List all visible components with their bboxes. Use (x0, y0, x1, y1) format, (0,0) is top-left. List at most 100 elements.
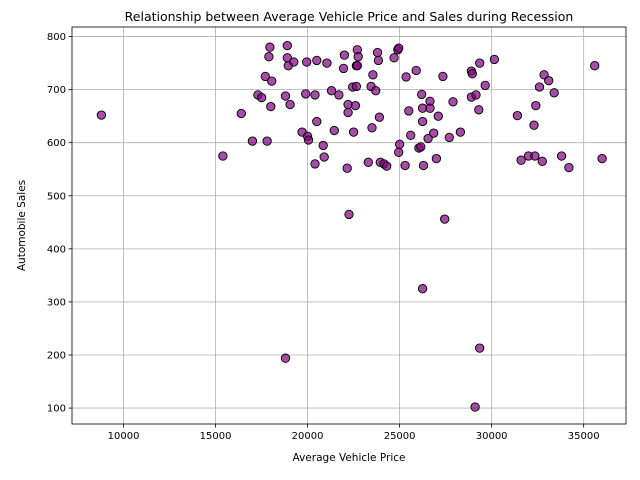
scatter-point (404, 106, 414, 116)
y-tick-label: 300 (47, 297, 66, 308)
scatter-point (537, 156, 547, 166)
y-tick-label: 200 (47, 351, 66, 362)
scatter-point (339, 50, 350, 60)
scatter-point (418, 160, 429, 171)
scatter-point (433, 111, 443, 121)
scatter-point (319, 152, 329, 162)
y-tick-label: 500 (47, 191, 66, 202)
y-tick-label: 800 (47, 32, 66, 43)
plot-frame (71, 26, 627, 425)
scatter-point (334, 90, 344, 100)
scatter-point (363, 157, 373, 167)
scatter-point (429, 128, 439, 138)
x-tick-label: 15000 (200, 431, 232, 442)
scatter-point (256, 92, 267, 103)
scatter-point (280, 353, 291, 363)
scatter-point (475, 343, 485, 353)
scatter-point (267, 76, 277, 86)
scatter-point (352, 61, 362, 71)
y-axis-label: Automobile Sales (16, 180, 28, 271)
scatter-point (374, 112, 385, 122)
scatter-point (394, 139, 405, 149)
scatter-point (264, 52, 274, 62)
scatter-point (301, 89, 311, 99)
scatter-point (531, 100, 541, 111)
scatter-point (512, 110, 523, 121)
scatter-point (96, 110, 107, 120)
scatter-point (372, 47, 383, 58)
scatter-point (289, 57, 299, 67)
scatter-point (389, 53, 399, 63)
scatter-point (556, 151, 567, 161)
scatter-point (282, 40, 292, 51)
scatter-point (350, 100, 361, 111)
scatter-point (247, 136, 258, 146)
scatter-point (394, 43, 404, 53)
scatter-point (411, 65, 421, 76)
scatter-point (302, 57, 312, 67)
scatter-point (401, 72, 411, 82)
scatter-point (394, 147, 404, 157)
scatter-point (303, 135, 314, 145)
scatter-point (530, 151, 540, 161)
y-axis-ticks: 100 200 300 400 500 600 700 800 (47, 32, 72, 415)
scatter-point (266, 101, 276, 112)
scatter-point (564, 162, 574, 173)
scatter-point (342, 163, 352, 173)
x-tick-label: 10000 (108, 431, 140, 442)
x-axis-label: Average Vehicle Price (293, 452, 406, 464)
scatter-point (489, 54, 500, 65)
scatter-point (597, 153, 607, 164)
y-tick-label: 400 (47, 244, 66, 255)
scatter-point (440, 214, 450, 224)
scatter-point (417, 89, 427, 100)
scatter-point (343, 107, 353, 118)
scatter-point (367, 123, 377, 133)
scatter-point (338, 63, 349, 74)
scatter-point (438, 71, 448, 82)
scatter-point (549, 88, 559, 98)
scatter-point (351, 81, 362, 92)
scatter-point (480, 80, 490, 91)
scatter-point (285, 99, 295, 110)
scatter-point (218, 151, 228, 161)
y-tick-label: 700 (47, 85, 66, 96)
scatter-point (534, 82, 545, 92)
scatter-point (348, 127, 359, 137)
scatter-point (417, 116, 428, 127)
scatter-point (471, 90, 481, 100)
scatter-point (368, 70, 378, 80)
scatter-point (529, 120, 539, 130)
scatter-point (322, 58, 332, 68)
x-axis-ticks: 10000 15000 20000 25000 30000 35000 (108, 424, 600, 442)
scatter-point (373, 55, 384, 66)
scatter-point (382, 161, 392, 171)
scatter-point (353, 52, 363, 62)
scatter-point (329, 125, 339, 136)
scatter-point (417, 284, 428, 294)
scatter-point (236, 108, 246, 119)
scatter-point (326, 86, 337, 96)
scatter-point (265, 42, 275, 52)
scatter-point (423, 133, 433, 144)
scatter-point (455, 127, 466, 137)
scatter-point (312, 116, 322, 127)
scatter-point (310, 159, 320, 169)
scatter-point (310, 90, 320, 100)
scatter-point (406, 130, 416, 140)
y-tick-label: 600 (47, 138, 66, 149)
chart-title: Relationship between Average Vehicle Pri… (125, 9, 574, 24)
scatter-point (371, 86, 381, 96)
x-tick-label: 30000 (476, 431, 508, 442)
data-points (96, 40, 607, 412)
scatter-point (475, 58, 485, 68)
x-tick-label: 35000 (568, 431, 600, 442)
scatter-point (516, 155, 526, 165)
y-tick-label: 100 (47, 404, 66, 415)
scatter-point (262, 136, 272, 146)
scatter-point (318, 140, 328, 151)
scatter-point (474, 105, 484, 115)
scatter-point (312, 55, 322, 66)
x-tick-label: 20000 (292, 431, 324, 442)
